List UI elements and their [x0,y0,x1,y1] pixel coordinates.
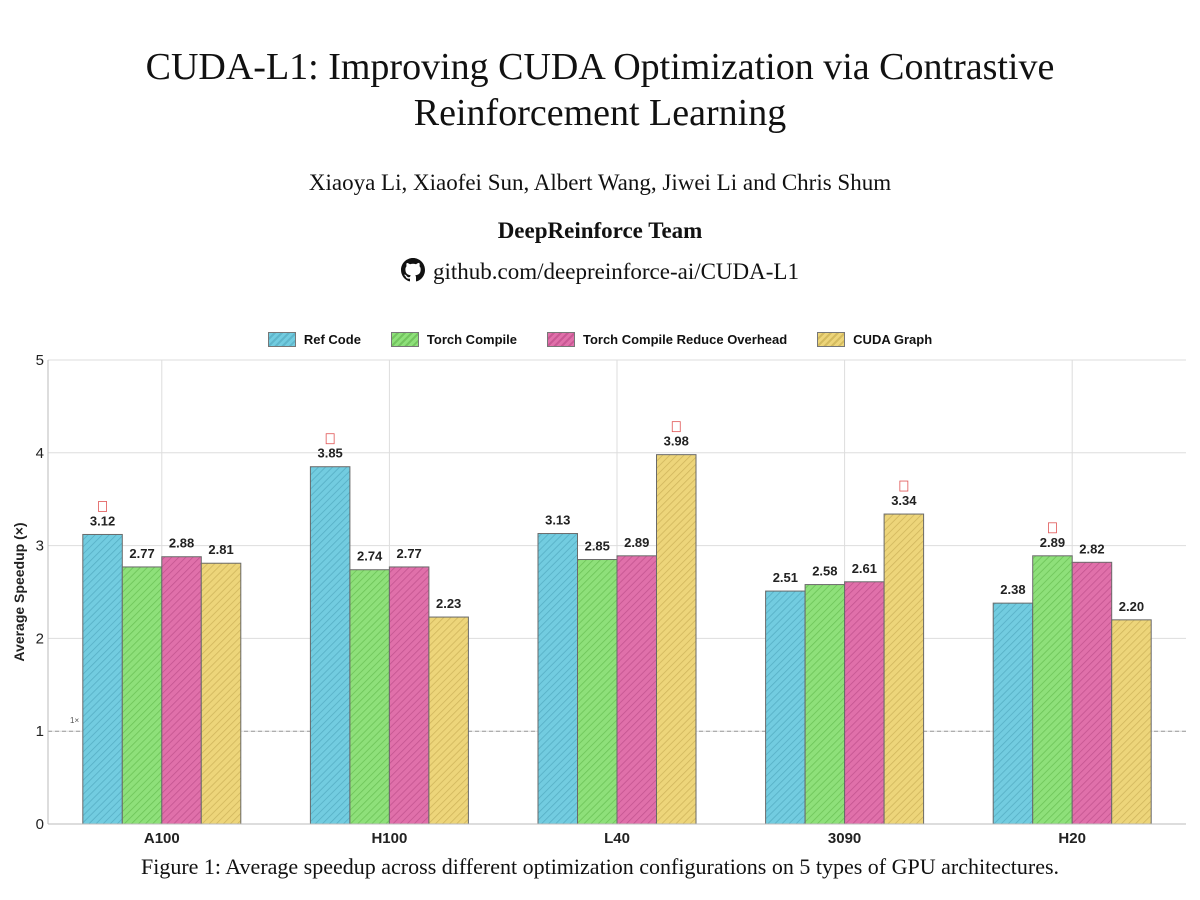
legend-label-cuda-graph: CUDA Graph [853,332,933,347]
bar-H100-2 [388,566,430,825]
legend-label-torch-compile-reduce: Torch Compile Reduce Overhead [582,332,788,347]
team-name: DeepReinforce Team [497,218,703,243]
legend-torch-compile-reduce: Torch Compile Reduce Overhead [546,332,788,347]
chart-legend: Ref Code Torch Compile Torch Compile Red… [0,332,1200,347]
legend-label-ref-code: Ref Code [303,332,361,347]
bar-H100-1 [349,569,390,825]
bar-3090-3 [883,513,925,825]
best-marker-icon [1048,522,1057,534]
legend-swatch-ref-code [267,332,296,347]
legend-swatch-torch-compile [390,332,419,347]
bar-A100-2 [161,556,202,825]
paper-title: CUDA-L1: Improving CUDA Optimization via… [0,44,1200,136]
bar-A100-0 [82,533,123,825]
figure-caption: Figure 1: Average speedup across differe… [140,854,1060,879]
y-tick-label: 1 [36,723,44,740]
bar-value-label: 3.12 [90,513,115,528]
bar-value-label: 3.85 [317,446,342,461]
bar-A100-1 [121,566,163,825]
best-marker-icon [671,421,681,433]
bar-value-label: 3.13 [545,513,570,528]
bar-value-label: 2.74 [357,549,383,564]
bar-H20-1 [1032,555,1073,825]
x-tick-label: A100 [144,830,180,847]
github-icon [401,258,426,288]
y-tick-label: 5 [36,352,44,369]
bar-3090-0 [765,590,806,825]
bar-H100-3 [428,616,469,825]
y-tick-label: 0 [36,816,44,833]
paper-title-line-2: Reinforcement Learning [413,92,787,134]
bar-value-label: 2.51 [773,570,798,585]
authors: Xiaoya Li, Xiaofei Sun, Albert Wang, Jiw… [308,170,892,195]
bar-L40-2 [616,555,657,825]
x-tick-label: 3090 [828,830,861,847]
legend-swatch-torch-compile-reduce [546,332,575,347]
legend-torch-compile: Torch Compile [390,332,517,347]
bar-value-label: 2.38 [1000,582,1025,597]
bar-L40-3 [656,454,697,825]
bar-value-label: 2.61 [852,561,877,576]
x-tick-label: H20 [1058,830,1086,847]
legend-label-torch-compile: Torch Compile [426,332,517,347]
bar-A100-3 [200,562,242,825]
legend-ref-code: Ref Code [267,332,361,347]
bar-value-label: 2.88 [169,536,194,551]
bar-value-label: 2.58 [812,564,837,579]
bar-3090-1 [804,584,846,825]
paper-title-line-1: CUDA-L1: Improving CUDA Optimization via… [145,46,1055,88]
bar-L40-1 [577,559,618,825]
bar-value-label: 3.98 [664,434,689,449]
y-tick-label: 3 [36,538,44,555]
bar-value-label: 2.89 [624,535,649,550]
bar-value-label: 2.82 [1079,541,1104,556]
bar-value-label: 2.81 [208,542,233,557]
bar-H20-3 [1111,619,1152,825]
y-tick-label: 4 [36,445,44,462]
bar-L40-0 [537,533,578,825]
bar-H20-0 [992,602,1034,825]
bar-3090-2 [844,581,885,825]
bar-value-label: 3.34 [891,493,917,508]
bar-value-label: 2.20 [1119,599,1144,614]
y-tick-label: 2 [36,630,44,647]
best-marker-icon [899,480,909,492]
bar-value-label: 2.85 [585,539,610,554]
bar-value-label: 2.89 [1040,535,1065,550]
bar-value-label: 2.77 [129,546,154,561]
bar-value-label: 2.77 [396,546,421,561]
repo-link[interactable]: github.com/deepreinforce-ai/CUDA-L1 [0,258,1200,288]
legend-swatch-cuda-graph [817,332,846,347]
x-tick-label: L40 [604,830,630,847]
best-marker-icon [98,501,107,512]
bar-value-label: 2.23 [436,596,461,611]
y-axis-label: Average Speedup (×) [11,522,27,661]
bar-H100-0 [309,466,351,825]
x-tick-label: H100 [371,830,407,847]
legend-cuda-graph: CUDA Graph [817,332,932,347]
best-marker-icon [325,433,335,445]
baseline-label: 1× [70,716,79,725]
bar-H20-2 [1071,561,1113,825]
repo-url: github.com/deepreinforce-ai/CUDA-L1 [433,259,799,284]
